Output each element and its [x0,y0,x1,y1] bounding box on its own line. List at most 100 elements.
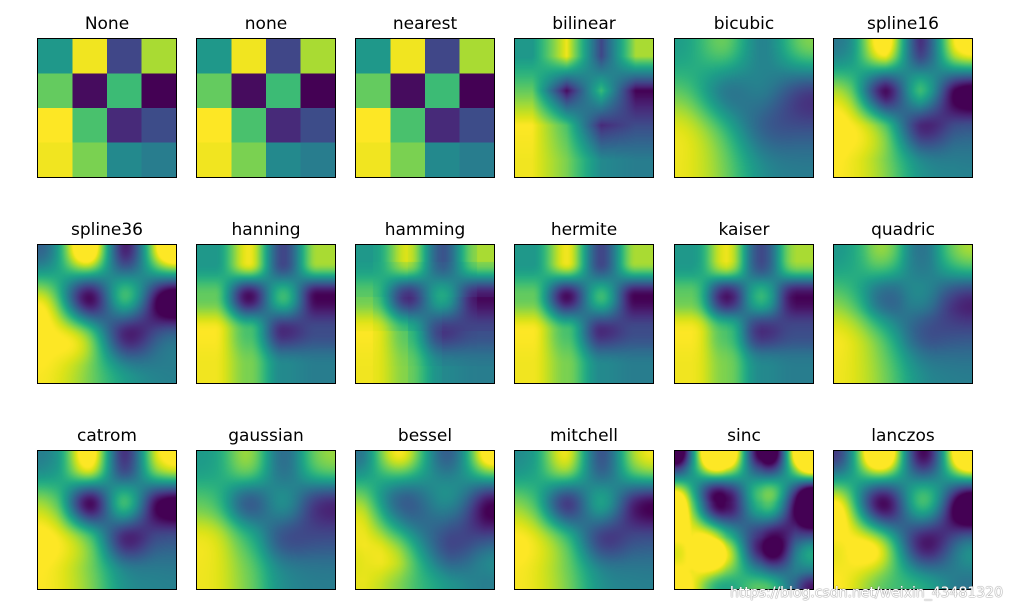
image-axes [196,38,336,178]
image-axes [833,244,973,384]
subplot-hamming: hamming [355,220,495,384]
heatmap-cell [197,142,233,177]
image-axes [355,38,495,178]
watermark-text: https://blog.csdn.net/weixin_43481320 [729,585,1003,601]
subplot-bilinear: bilinear [514,14,654,178]
heatmap-cell [300,142,335,177]
image-axes [37,38,177,178]
subplot-gaussian: gaussian [196,426,336,590]
heatmap-cell [72,73,108,109]
heatmap-cell [356,39,392,75]
heatmap-cell [390,142,426,177]
subplot-title: bessel [397,426,453,446]
interpolated-image [356,451,494,589]
heatmap-cell [459,73,494,109]
heatmap-cell [72,108,108,144]
subplot-nearest: nearest [355,14,495,178]
subplot-mitchell: mitchell [514,426,654,590]
interpolated-image [38,245,176,383]
heatmap-cell [38,73,74,109]
heatmap-cell [38,39,74,75]
subplot-sinc: sinc [674,426,814,590]
subplot-title: mitchell [550,426,618,446]
nearest-image [356,39,494,177]
heatmap-cell [300,73,335,109]
heatmap-cell [459,142,494,177]
heatmap-cell [141,108,176,144]
heatmap-cell [425,142,461,177]
heatmap-cell [266,108,302,144]
nearest-image [38,39,176,177]
subplot-none-lowercase: none [196,14,336,178]
interpolated-image [38,451,176,589]
subplot-bessel: bessel [355,426,495,590]
heatmap-cell [356,108,392,144]
subplot-spline16: spline16 [833,14,973,178]
image-axes [674,244,814,384]
subplot-title: hermite [550,220,618,240]
image-axes [196,244,336,384]
subplot-none-capitalized: None [37,14,177,178]
interpolated-image [197,451,335,589]
interpolated-image [675,245,813,383]
heatmap-cell [107,142,143,177]
heatmap-cell [266,73,302,109]
heatmap-cell [107,39,143,75]
subplot-title: sinc [727,426,761,446]
interpolated-image [515,39,653,177]
subplot-title: lanczos [871,426,935,446]
subplot-title: none [244,14,288,34]
heatmap-cell [141,73,176,109]
heatmap-cell [231,39,267,75]
image-axes [196,450,336,590]
heatmap-cell [356,142,392,177]
subplot-title: bicubic [713,14,775,34]
heatmap-cell [197,39,233,75]
heatmap-cell [425,39,461,75]
subplot-kaiser: kaiser [674,220,814,384]
heatmap-cell [141,142,176,177]
heatmap-cell [459,108,494,144]
subplot-title: spline16 [867,14,939,34]
image-axes [514,38,654,178]
subplot-bicubic: bicubic [674,14,814,178]
heatmap-cell [390,108,426,144]
interpolated-image [675,39,813,177]
image-axes [355,450,495,590]
subplot-title: None [84,14,130,34]
interpolated-image [834,39,972,177]
subplot-spline36: spline36 [37,220,177,384]
image-axes [355,244,495,384]
heatmap-cell [38,108,74,144]
image-axes [37,244,177,384]
subplot-title: catrom [76,426,137,446]
image-axes [37,450,177,590]
interpolated-image [515,245,653,383]
heatmap-cell [141,39,176,75]
heatmap-cell [266,142,302,177]
subplot-title: hamming [384,220,466,240]
subplot-title: hanning [231,220,301,240]
subplot-hermite: hermite [514,220,654,384]
interpolated-image [515,451,653,589]
heatmap-cell [231,73,267,109]
interpolated-image [834,245,972,383]
subplot-title: gaussian [228,426,304,446]
heatmap-cell [266,39,302,75]
heatmap-cell [38,142,74,177]
heatmap-cell [300,39,335,75]
subplot-hanning: hanning [196,220,336,384]
interpolated-image [675,451,813,589]
image-axes [674,38,814,178]
heatmap-cell [197,108,233,144]
heatmap-cell [72,142,108,177]
image-axes [514,450,654,590]
heatmap-cell [459,39,494,75]
image-axes [674,450,814,590]
heatmap-cell [107,73,143,109]
heatmap-cell [390,39,426,75]
image-axes [833,450,973,590]
heatmap-cell [356,73,392,109]
subplot-title: nearest [392,14,458,34]
